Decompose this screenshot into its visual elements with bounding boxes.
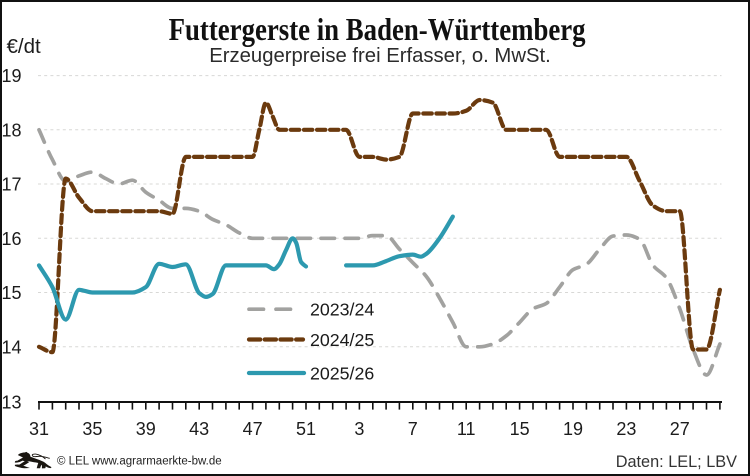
svg-text:2024/25: 2024/25 xyxy=(310,330,374,350)
svg-text:2023/24: 2023/24 xyxy=(310,300,374,320)
svg-text:19: 19 xyxy=(563,419,583,439)
svg-text:Futtergerste in Baden-Württemb: Futtergerste in Baden-Württemberg xyxy=(169,13,586,48)
svg-text:35: 35 xyxy=(82,419,102,439)
svg-text:Erzeugerpreise frei Erfasser,: Erzeugerpreise frei Erfasser, o. MwSt. xyxy=(209,45,551,67)
svg-text:31: 31 xyxy=(29,419,49,439)
svg-text:47: 47 xyxy=(243,419,263,439)
svg-text:14: 14 xyxy=(2,337,22,357)
svg-text:13: 13 xyxy=(2,393,22,413)
svg-text:15: 15 xyxy=(510,419,530,439)
svg-text:39: 39 xyxy=(136,419,156,439)
svg-text:© LEL www.agrarmaerkte-bw.de: © LEL www.agrarmaerkte-bw.de xyxy=(57,456,222,468)
svg-text:11: 11 xyxy=(457,419,476,439)
svg-text:23: 23 xyxy=(616,419,636,439)
svg-text:18: 18 xyxy=(2,120,22,140)
svg-text:19: 19 xyxy=(2,66,22,86)
svg-text:27: 27 xyxy=(670,419,690,439)
svg-text:43: 43 xyxy=(189,419,209,439)
svg-text:Daten: LEL; LBV: Daten: LEL; LBV xyxy=(616,453,737,471)
svg-text:15: 15 xyxy=(2,283,22,303)
svg-text:3: 3 xyxy=(354,419,364,439)
svg-text:51: 51 xyxy=(296,419,316,439)
svg-text:17: 17 xyxy=(2,175,22,195)
svg-text:2025/26: 2025/26 xyxy=(310,363,374,383)
svg-text:€/dt: €/dt xyxy=(7,35,41,58)
svg-text:16: 16 xyxy=(2,229,22,249)
svg-text:7: 7 xyxy=(408,419,418,439)
